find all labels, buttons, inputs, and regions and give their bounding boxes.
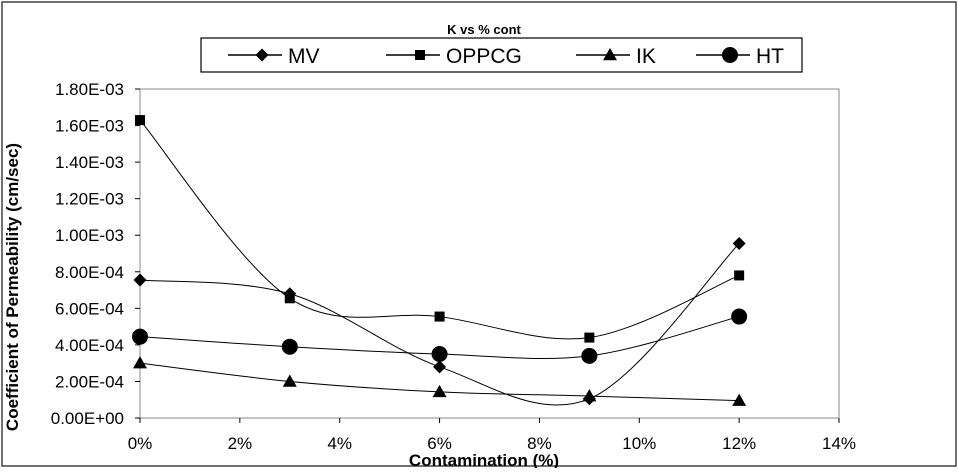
y-tick-label: 1.40E-03 <box>55 153 124 172</box>
series-oppcg <box>135 115 745 343</box>
x-tick-label: 14% <box>822 434 856 453</box>
data-point-mv <box>732 236 746 250</box>
data-point-mv <box>433 360 447 374</box>
y-tick-label: 8.00E-04 <box>55 263 124 282</box>
data-point-oppcg <box>434 311 445 322</box>
y-axis-title: Coefficient of Permeability (cm/sec) <box>3 143 22 431</box>
x-axis-title: Contamination (%) <box>409 451 559 468</box>
legend-marker-ht <box>722 47 738 63</box>
legend-marker-ik <box>603 48 617 61</box>
data-point-ht <box>431 346 448 363</box>
legend-item-oppcg: OPPCG <box>386 45 522 68</box>
data-point-ht <box>581 347 598 364</box>
legend-marker-oppcg <box>415 50 425 60</box>
x-tick-label: 10% <box>622 434 656 453</box>
data-point-ht <box>281 338 298 355</box>
x-tick-label: 12% <box>722 434 756 453</box>
x-tick-label: 6% <box>427 434 452 453</box>
series-mv <box>133 236 746 406</box>
series-ik <box>133 356 747 406</box>
chart-title: K vs % cont <box>447 22 521 37</box>
data-point-ik <box>432 384 447 398</box>
data-point-ik <box>582 389 597 402</box>
y-tick-label: 2.00E-04 <box>55 372 124 391</box>
data-point-oppcg <box>734 270 745 281</box>
x-tick-label: 4% <box>327 434 352 453</box>
data-point-mv <box>133 273 147 287</box>
y-tick-label: 1.20E-03 <box>55 190 124 209</box>
y-tick-label: 0.00E+00 <box>51 409 124 428</box>
y-tick-label: 1.80E-03 <box>55 80 124 99</box>
y-tick-label: 4.00E-04 <box>55 336 124 355</box>
data-point-oppcg <box>584 332 595 343</box>
x-tick-label: 2% <box>228 434 253 453</box>
data-point-ik <box>133 356 147 369</box>
legend-label: MV <box>288 45 320 68</box>
plot-area <box>139 88 840 419</box>
x-tick-label: 0% <box>128 434 153 453</box>
legend-item-mv: MV <box>228 45 320 68</box>
data-point-ht <box>731 308 748 325</box>
y-tick-label: 1.60E-03 <box>55 117 124 136</box>
axes: 0% 2% 4% 6% 8% 10% 12% 14% 0.00E+00 2.00E-04 4.00E… <box>51 80 856 453</box>
data-point-ht <box>132 328 148 345</box>
legend-label: OPPCG <box>446 45 522 68</box>
data-point-oppcg <box>284 293 295 304</box>
series-layer <box>132 115 748 406</box>
legend-item-ht: HT <box>696 45 784 68</box>
data-point-oppcg <box>135 115 145 126</box>
data-point-ik <box>732 393 747 406</box>
y-tick-label: 6.00E-04 <box>55 299 124 318</box>
legend-label: IK <box>636 45 656 68</box>
x-tick-label: 8% <box>527 434 552 453</box>
legend-item-ik: IK <box>576 45 656 68</box>
y-tick-label: 1.00E-03 <box>55 226 124 245</box>
data-point-ik <box>282 374 297 387</box>
legend-label: HT <box>756 45 784 68</box>
series-ht <box>132 308 748 364</box>
series-line-oppcg <box>139 119 740 340</box>
legend-marker-mv <box>255 48 269 62</box>
legend: MV OPPCG IK HT <box>228 45 784 68</box>
